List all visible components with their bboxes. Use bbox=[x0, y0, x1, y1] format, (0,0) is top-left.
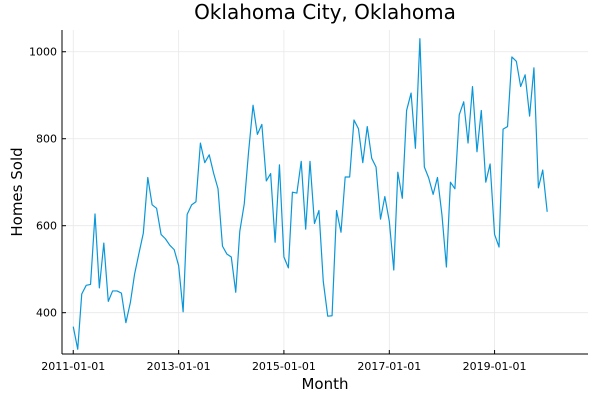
x-axis-ticks: 2011-01-01 2013-01-01 2015-01-01 2017-01-01… bbox=[41, 350, 527, 373]
x-tick-label: 2013-01-01 bbox=[147, 360, 211, 373]
x-tick-label: 2015-01-01 bbox=[252, 360, 316, 373]
x-tick-label: 2019-01-01 bbox=[463, 360, 527, 373]
chart-title: Oklahoma City, Oklahoma bbox=[194, 0, 456, 24]
y-tick-label: 1000 bbox=[29, 46, 57, 59]
y-axis-ticks: 400 600 800 1000 bbox=[29, 46, 66, 320]
x-tick-label: 2017-01-01 bbox=[357, 360, 421, 373]
y-tick-label: 800 bbox=[36, 133, 57, 146]
y-tick-label: 600 bbox=[36, 220, 57, 233]
series-line bbox=[72, 38, 548, 350]
y-axis-label: Homes Sold bbox=[8, 147, 26, 236]
y-gridlines bbox=[62, 51, 588, 314]
x-axis-label: Month bbox=[301, 375, 348, 393]
y-tick-label: 400 bbox=[36, 307, 57, 320]
x-tick-label: 2011-01-01 bbox=[41, 360, 105, 373]
x-gridlines bbox=[72, 30, 495, 354]
